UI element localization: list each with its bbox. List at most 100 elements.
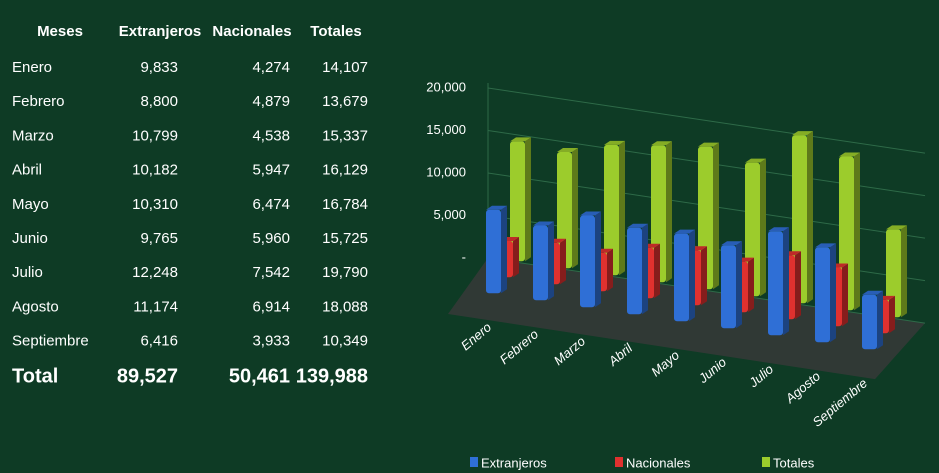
table-cell: 3,933 (252, 333, 290, 350)
bar-face (886, 229, 901, 318)
bar-face (745, 158, 766, 163)
bar-face (533, 221, 554, 226)
bar-face (839, 152, 860, 157)
y-tick-label: 5,000 (433, 207, 466, 222)
legend-swatch (615, 457, 623, 467)
table-header: Totales (310, 23, 361, 40)
y-tick-label: - (462, 249, 466, 264)
bar-face (525, 137, 531, 262)
bar-face (889, 295, 895, 334)
bar (533, 221, 554, 301)
bar-face (627, 227, 642, 315)
table-header: Nacionales (212, 23, 291, 40)
table-total: 89,527 (117, 365, 178, 387)
y-tick-label: 10,000 (426, 164, 466, 179)
table-cell: 10,182 (132, 162, 178, 179)
table-cell: Septiembre (12, 333, 89, 350)
bar-face (877, 290, 883, 350)
bar-face (642, 223, 648, 315)
table-cell: 15,337 (322, 127, 368, 144)
bar-face (689, 229, 695, 322)
x-tick-label: Agosto (782, 368, 823, 406)
bar-face (666, 141, 672, 283)
table-cell: 7,542 (252, 264, 290, 281)
bar-face (815, 243, 836, 248)
bar (627, 223, 648, 315)
bar-face (736, 241, 742, 329)
grid-line (487, 87, 926, 154)
bar (886, 225, 907, 318)
table-cell: Enero (12, 59, 52, 76)
table-cell: Agosto (12, 298, 59, 315)
bar-face (842, 263, 848, 327)
bar-face (548, 221, 554, 301)
bar-face (713, 142, 719, 290)
table-cell: 9,833 (140, 59, 178, 76)
y-tick-label: 15,000 (426, 122, 466, 137)
x-tick-label: Febrero (497, 326, 542, 367)
bar-face (674, 229, 695, 234)
table-cell: 16,129 (322, 162, 368, 179)
legend-label: Totales (773, 455, 815, 470)
x-tick-label: Abril (605, 340, 636, 370)
table-cell: Julio (12, 264, 43, 281)
bar (862, 290, 883, 350)
bar-face (513, 236, 519, 278)
table-cell: 12,248 (132, 264, 178, 281)
table-cell: 10,799 (132, 127, 178, 144)
bar-face (901, 225, 907, 318)
bar-face (486, 205, 507, 210)
bar-face (510, 141, 525, 262)
bar-face (580, 211, 601, 216)
bar (721, 241, 742, 329)
bar-face (807, 131, 813, 304)
table-header: Extranjeros (119, 23, 202, 40)
bar-face (627, 223, 648, 228)
bar-face (604, 140, 625, 145)
bar (486, 205, 507, 294)
bar-face (651, 141, 672, 146)
bar-face (721, 245, 736, 329)
bar-face (783, 227, 789, 336)
bar-face (886, 225, 907, 230)
bar-face (501, 205, 507, 294)
table-cell: 4,538 (252, 127, 290, 144)
bar-face (862, 294, 877, 350)
table-header: Meses (37, 23, 83, 40)
table-cell: Mayo (12, 196, 49, 213)
bar-face (701, 246, 707, 306)
bar-face (698, 142, 719, 147)
table-cell: Junio (12, 230, 48, 247)
bar-face (768, 231, 783, 336)
legend-swatch (470, 457, 478, 467)
y-tick-label: 20,000 (426, 79, 466, 94)
bar-face (619, 140, 625, 276)
bar-face (510, 137, 531, 142)
x-tick-label: Marzo (551, 333, 588, 368)
bar (580, 211, 601, 308)
bar-face (760, 158, 766, 297)
bar-face (768, 227, 789, 232)
table-cell: 14,107 (322, 59, 368, 76)
bar-face (795, 251, 801, 320)
table-cell: 6,474 (252, 196, 290, 213)
bar (604, 140, 625, 276)
bar (815, 243, 836, 343)
bar-face (557, 148, 578, 153)
table-cell: Marzo (12, 127, 54, 144)
bar-face (654, 243, 660, 299)
bar-face (721, 241, 742, 246)
table-cell: 10,349 (322, 333, 368, 350)
table-total: 50,461 (229, 365, 290, 387)
table-cell: 5,947 (252, 162, 290, 179)
table-total: Total (12, 365, 58, 387)
table-cell: Abril (12, 162, 42, 179)
table-cell: 15,725 (322, 230, 368, 247)
table-cell: 16,784 (322, 196, 368, 213)
bar-face (580, 215, 595, 308)
table-cell: 10,310 (132, 196, 178, 213)
bar (674, 229, 695, 322)
bar-face (815, 247, 830, 343)
x-tick-label: Mayo (648, 347, 682, 379)
